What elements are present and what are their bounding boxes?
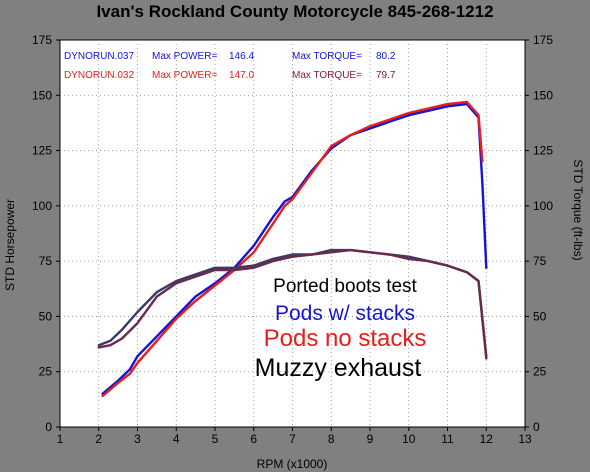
y2-axis-label: STD Torque (ft-lbs)	[571, 159, 585, 260]
legend-torque-value: 80.2	[376, 51, 396, 62]
legend-run-name: DYNORUN.037	[64, 51, 134, 62]
x-tick-label: 10	[402, 432, 416, 446]
legend-run-name: DYNORUN.032	[64, 70, 134, 81]
y-tick-label: 125	[32, 144, 52, 158]
legend: DYNORUN.037 Max POWER= 146.4 Max TORQUE=…	[64, 51, 396, 81]
annotation-muzzy-exhaust: Muzzy exhaust	[255, 354, 422, 382]
x-tick-label: 6	[250, 432, 257, 446]
legend-entry-037: DYNORUN.037 Max POWER= 146.4 Max TORQUE=…	[64, 51, 396, 62]
x-tick-label: 5	[212, 432, 219, 446]
x-tick-label: 1	[57, 432, 64, 446]
series-line-dynorun-037-power	[101, 102, 488, 395]
legend-power-label: Max POWER=	[152, 51, 217, 62]
legend-power-value: 147.0	[229, 70, 254, 81]
series-layer	[97, 100, 488, 398]
x-tick-label: 9	[367, 432, 374, 446]
y2-tick-label: 25	[533, 365, 547, 379]
annotation-ported-boots: Ported boots test	[273, 276, 417, 297]
legend-torque-label: Max TORQUE=	[292, 70, 362, 81]
y-tick-label: 0	[45, 420, 52, 434]
chart-title: Ivan's Rockland County Motorcycle 845-26…	[96, 2, 494, 21]
x-tick-label: 4	[173, 432, 180, 446]
legend-power-label: Max POWER=	[152, 70, 217, 81]
grid	[60, 40, 525, 427]
y2-tick-label: 75	[533, 254, 547, 268]
y-tick-label: 50	[39, 309, 53, 323]
x-tick-label: 12	[480, 432, 494, 446]
x-tick-label: 8	[328, 432, 335, 446]
annotation-pods-stacks: Pods w/ stacks	[275, 302, 415, 325]
x-tick-label: 3	[134, 432, 141, 446]
y-axis-label: STD Horsepower	[3, 199, 17, 291]
y-tick-label: 25	[39, 365, 53, 379]
y2-tick-label: 175	[533, 33, 553, 47]
y-tick-label: 150	[32, 88, 52, 102]
annotation-pods-no-stacks: Pods no stacks	[264, 325, 427, 352]
x-tick-label: 13	[518, 432, 532, 446]
series-line-dynorun-032-power	[101, 100, 484, 398]
y-tick-label: 75	[39, 254, 53, 268]
legend-entry-032: DYNORUN.032 Max POWER= 147.0 Max TORQUE=…	[64, 70, 396, 81]
x-axis-label: RPM (x1000)	[257, 457, 328, 471]
legend-power-value: 146.4	[229, 51, 254, 62]
y2-tick-label: 125	[533, 144, 553, 158]
y2-tick-label: 50	[533, 309, 547, 323]
x-tick-label: 7	[289, 432, 296, 446]
legend-torque-label: Max TORQUE=	[292, 51, 362, 62]
series-line-dynorun-032-torque	[97, 248, 488, 358]
y-tick-label: 175	[32, 33, 52, 47]
legend-torque-value: 79.7	[376, 70, 396, 81]
y-tick-label: 100	[32, 199, 52, 213]
y2-tick-label: 100	[533, 199, 553, 213]
y2-tick-label: 0	[533, 420, 540, 434]
x-tick-label: 11	[441, 432, 454, 446]
y2-tick-label: 150	[533, 88, 553, 102]
x-tick-label: 2	[95, 432, 102, 446]
